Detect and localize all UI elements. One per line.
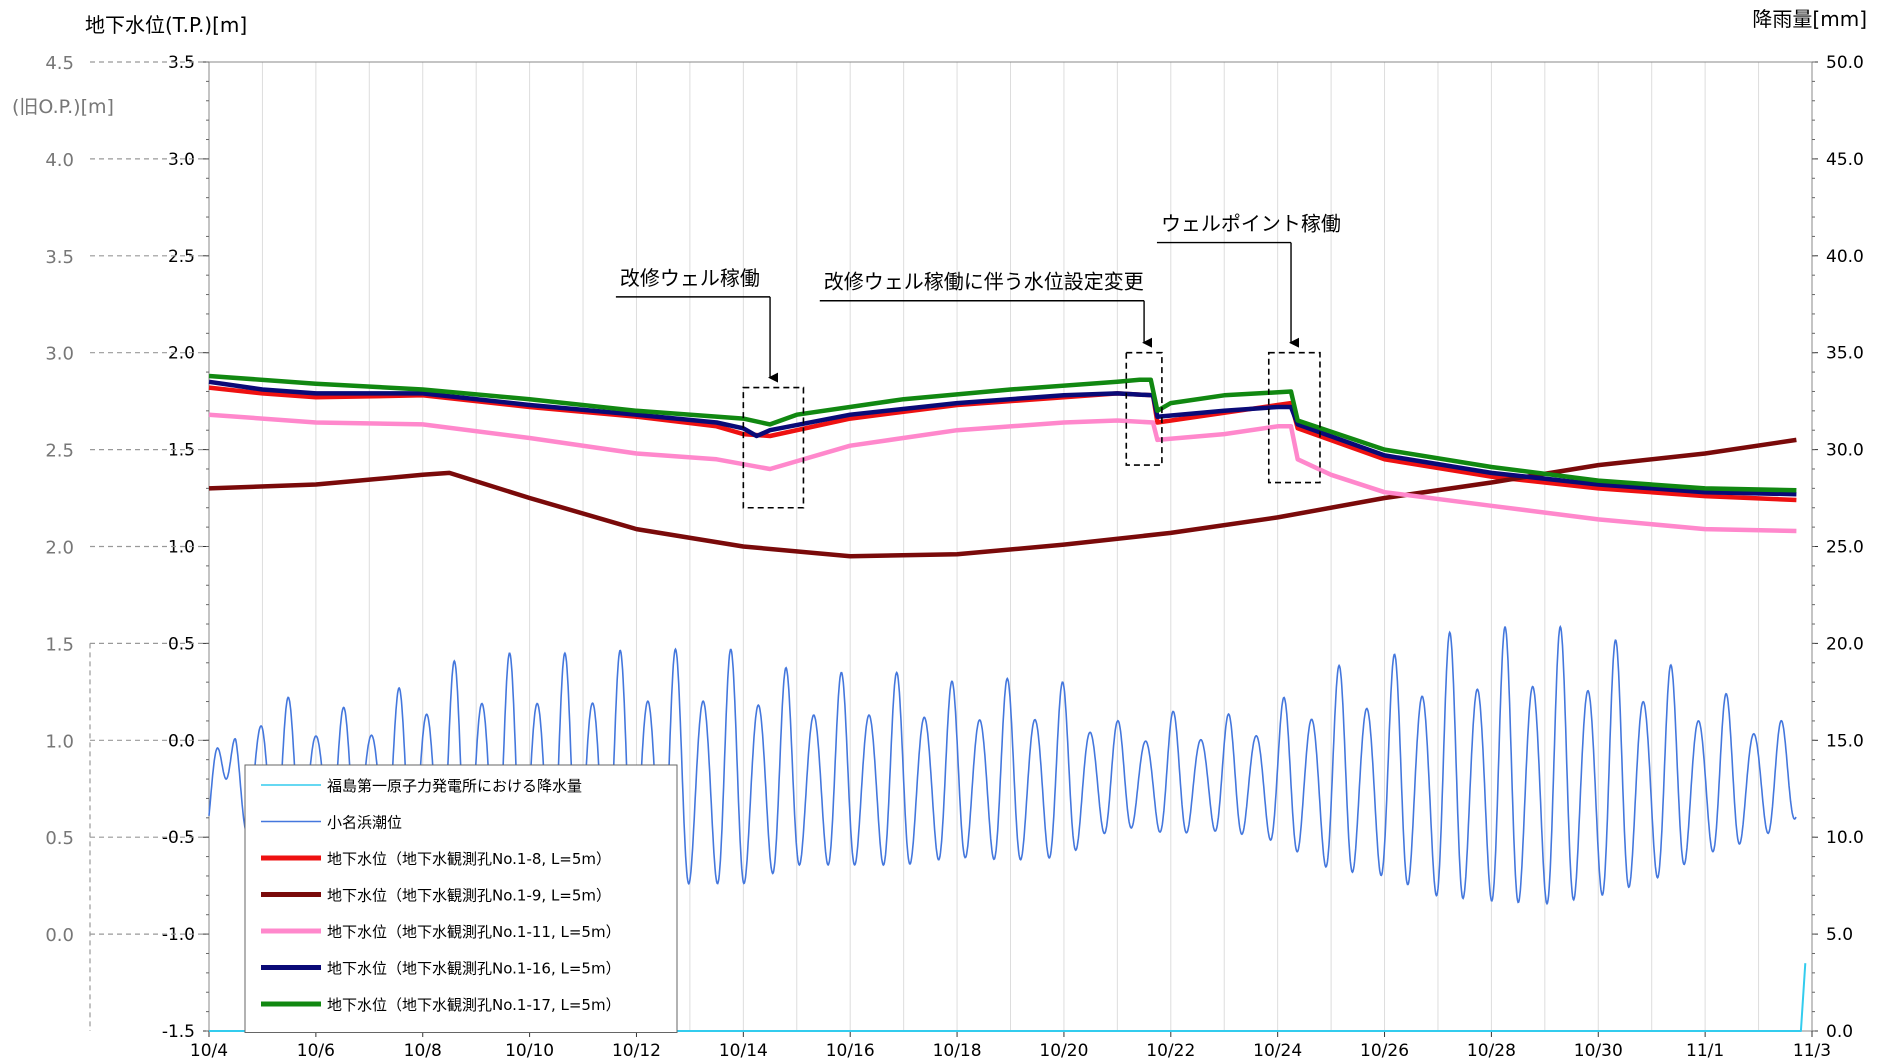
y2-tick-label: 35.0 — [1826, 344, 1864, 364]
x-tick-label: 10/24 — [1253, 1041, 1302, 1060]
annotation-box — [742, 386, 805, 509]
old-axis-title: (旧O.P.)[m] — [12, 96, 114, 118]
series-line-3 — [208, 437, 1797, 559]
old-tick-label: 0.0 — [45, 925, 74, 946]
old-tick-label: 0.5 — [45, 828, 74, 849]
old-tick-label: 1.0 — [45, 731, 74, 752]
y2-tick-label: 5.0 — [1826, 925, 1853, 945]
right-axis-title: 降雨量[mm] — [1752, 7, 1867, 31]
y2-tick-label: 10.0 — [1826, 828, 1864, 848]
annotation-label: 改修ウェル稼働に伴う水位設定変更 — [824, 270, 1144, 294]
left-axis-title: 地下水位(T.P.)[m] — [85, 13, 247, 37]
y-tick-label: 3.5 — [168, 53, 195, 73]
annotation-label: 改修ウェル稼働 — [620, 266, 760, 290]
y2-tick-label: 15.0 — [1826, 731, 1864, 751]
x-tick-label: 10/16 — [826, 1041, 875, 1060]
old-tick-label: 3.0 — [45, 344, 74, 365]
x-tick-label: 11/1 — [1686, 1041, 1724, 1060]
x-tick-label: 10/8 — [404, 1041, 442, 1060]
y2-tick-label: 30.0 — [1826, 441, 1864, 461]
legend-label-0: 福島第一原子力発電所における降水量 — [327, 777, 582, 795]
annotations: 改修ウェル稼働 改修ウェル稼働に伴う水位設定変更 ウェルポイント稼働 — [615, 212, 1341, 509]
legend-label-4: 地下水位（地下水観測孔No.1-11, L=5m） — [327, 923, 621, 941]
legend-label-6: 地下水位（地下水観測孔No.1-17, L=5m） — [327, 996, 621, 1014]
legend-label-3: 地下水位（地下水観測孔No.1-9, L=5m） — [327, 887, 611, 905]
x-tick-label: 10/14 — [719, 1041, 768, 1060]
y-tick-label: 0.0 — [168, 731, 195, 751]
x-tick-label: 10/30 — [1574, 1041, 1623, 1060]
y-tick-label: 3.0 — [168, 150, 195, 170]
x-tick-label: 10/6 — [297, 1041, 335, 1060]
y-tick-label: -1.5 — [162, 1022, 195, 1042]
x-tick-label: 11/3 — [1793, 1041, 1831, 1060]
series-line-5 — [208, 379, 1797, 497]
y-tick-label: 1.0 — [168, 538, 195, 558]
x-tick-label: 10/28 — [1467, 1041, 1516, 1060]
series-line-6 — [208, 373, 1797, 493]
axes: 3.5 3.0 2.5 2.0 1.5 1.0 0.5 0.0 -0.5 -1.0 -1.5 4.5 4… — [12, 7, 1867, 1060]
series-line-0 — [209, 963, 1807, 1032]
y2-tick-label: 40.0 — [1826, 247, 1864, 267]
legend-label-5: 地下水位（地下水観測孔No.1-16, L=5m） — [327, 960, 621, 978]
annotation-label: ウェルポイント稼働 — [1161, 212, 1341, 236]
y-tick-label: 2.0 — [168, 344, 195, 364]
annotation-box — [1267, 351, 1321, 484]
old-tick-label: 4.5 — [45, 53, 74, 74]
x-tick-label: 10/12 — [612, 1041, 661, 1060]
legend-box — [244, 764, 678, 1033]
old-tick-label: 4.0 — [45, 150, 74, 171]
y2-tick-label: 0.0 — [1826, 1022, 1853, 1042]
old-tick-label: 3.5 — [45, 247, 74, 268]
y-tick-label: -1.0 — [162, 925, 195, 945]
x-tick-label: 10/18 — [933, 1041, 982, 1060]
y-tick-label: 1.5 — [168, 441, 195, 461]
y2-tick-label: 50.0 — [1826, 53, 1864, 73]
series-line-4 — [208, 412, 1797, 534]
legend-label-2: 地下水位（地下水観測孔No.1-8, L=5m） — [327, 850, 611, 868]
x-tick-label: 10/10 — [505, 1041, 554, 1060]
y2-tick-label: 25.0 — [1826, 538, 1864, 558]
old-tick-label: 2.5 — [45, 441, 74, 462]
x-tick-label: 10/22 — [1146, 1041, 1195, 1060]
legend-label-1: 小名浜潮位 — [327, 814, 402, 832]
y-tick-label: -0.5 — [162, 828, 195, 848]
y-tick-label: 0.5 — [168, 634, 195, 654]
old-tick-label: 1.5 — [45, 634, 74, 655]
annotation-box — [1125, 351, 1163, 466]
x-tick-label: 10/20 — [1039, 1041, 1088, 1060]
y2-tick-label: 45.0 — [1826, 150, 1864, 170]
x-tick-label: 10/26 — [1360, 1041, 1409, 1060]
grid — [208, 62, 1813, 1031]
series-line-2 — [208, 385, 1797, 503]
old-tick-label: 2.0 — [45, 538, 74, 559]
series — [208, 373, 1807, 1032]
y2-tick-label: 20.0 — [1826, 634, 1864, 654]
legend: 福島第一原子力発電所における降水量小名浜潮位地下水位（地下水観測孔No.1-8,… — [244, 764, 678, 1033]
y-tick-label: 2.5 — [168, 247, 195, 267]
x-tick-label: 10/4 — [190, 1041, 228, 1060]
